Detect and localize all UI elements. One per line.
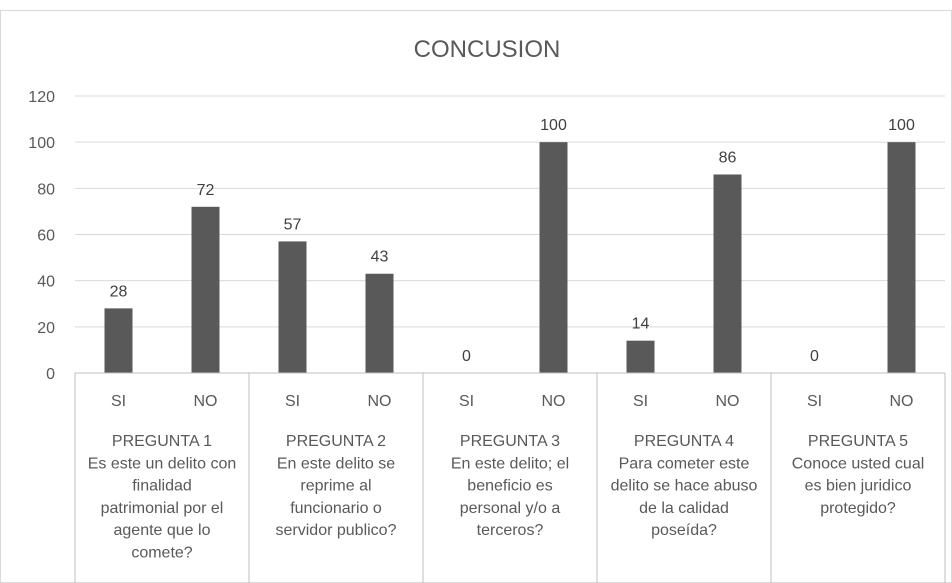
group-label-line: terceros? xyxy=(477,522,544,539)
group-label-line: servidor publico? xyxy=(276,522,397,539)
y-tick-label: 60 xyxy=(37,228,55,245)
group-label-line: reprime al xyxy=(300,478,371,495)
x-tick-label: NO xyxy=(194,393,218,410)
x-tick-label: SI xyxy=(285,393,300,410)
group-label-line: Para cometer este xyxy=(619,455,750,472)
data-label: 0 xyxy=(810,348,819,365)
group-label-line: PREGUNTA 2 xyxy=(286,433,386,450)
data-label: 43 xyxy=(371,249,389,266)
data-label: 100 xyxy=(888,117,915,134)
bar xyxy=(191,206,220,373)
x-tick-label: NO xyxy=(890,393,914,410)
bar xyxy=(539,142,568,373)
group-label-line: patrimonial por el xyxy=(101,500,224,517)
data-label: 28 xyxy=(110,283,128,300)
group-label-line: de la calidad xyxy=(639,500,729,517)
y-tick-label: 120 xyxy=(28,89,55,106)
bar xyxy=(713,174,742,373)
group-label-line: PREGUNTA 1 xyxy=(112,433,212,450)
y-tick-label: 100 xyxy=(28,135,55,152)
x-tick-label: SI xyxy=(111,393,126,410)
group-label-line: finalidad xyxy=(132,478,192,495)
x-tick-label: NO xyxy=(368,393,392,410)
data-label: 100 xyxy=(540,117,567,134)
group-label-line: beneficio es xyxy=(467,478,552,495)
bar xyxy=(278,241,307,373)
data-label: 57 xyxy=(284,216,302,233)
group-label-line: personal y/o a xyxy=(460,500,561,517)
data-label: 14 xyxy=(632,316,650,333)
group-label-line: protegido? xyxy=(820,500,896,517)
bar xyxy=(626,340,655,373)
x-tick-label: SI xyxy=(807,393,822,410)
y-tick-label: 80 xyxy=(37,181,55,198)
y-tick-label: 20 xyxy=(37,320,55,337)
group-label-line: poseída? xyxy=(651,522,717,539)
group-label-line: En este delito; el xyxy=(451,455,569,472)
group-label-line: delito se hace abuso xyxy=(611,478,758,495)
group-label-line: Conoce usted cual xyxy=(792,455,925,472)
bars xyxy=(104,142,916,373)
bar xyxy=(365,273,394,373)
group-label-line: funcionario o xyxy=(290,500,382,517)
y-tick-label: 40 xyxy=(37,274,55,291)
group-label-line: PREGUNTA 4 xyxy=(634,433,734,450)
group-label-line: agente que lo xyxy=(114,522,211,539)
group-label-line: En este delito se xyxy=(277,455,395,472)
x-tick-label: SI xyxy=(459,393,474,410)
x-tick-label: SI xyxy=(633,393,648,410)
x-axis: SI NO PREGUNTA 1 Es este un delito con final… xyxy=(74,372,946,583)
data-labels: 28 72 57 43 0 100 14 86 0 100 xyxy=(110,117,915,365)
data-label: 0 xyxy=(462,348,471,365)
group-label-line: PREGUNTA 3 xyxy=(460,433,560,450)
y-tick-label: 0 xyxy=(46,366,55,383)
group-label-line: es bien juridico xyxy=(805,478,912,495)
x-tick-label: NO xyxy=(542,393,566,410)
group-label-line: PREGUNTA 5 xyxy=(808,433,908,450)
bar xyxy=(104,308,133,373)
y-axis-ticks: 0 20 40 60 80 100 120 xyxy=(28,89,55,383)
x-tick-label: NO xyxy=(716,393,740,410)
chart-frame xyxy=(0,10,952,583)
grid xyxy=(75,95,945,328)
chart-title: CONCUSION xyxy=(414,36,561,63)
group-label-line: comete? xyxy=(131,545,192,562)
group-label-line: Es este un delito con xyxy=(88,455,237,472)
bar xyxy=(887,142,916,373)
data-label: 72 xyxy=(197,182,215,199)
data-label: 86 xyxy=(719,149,737,166)
